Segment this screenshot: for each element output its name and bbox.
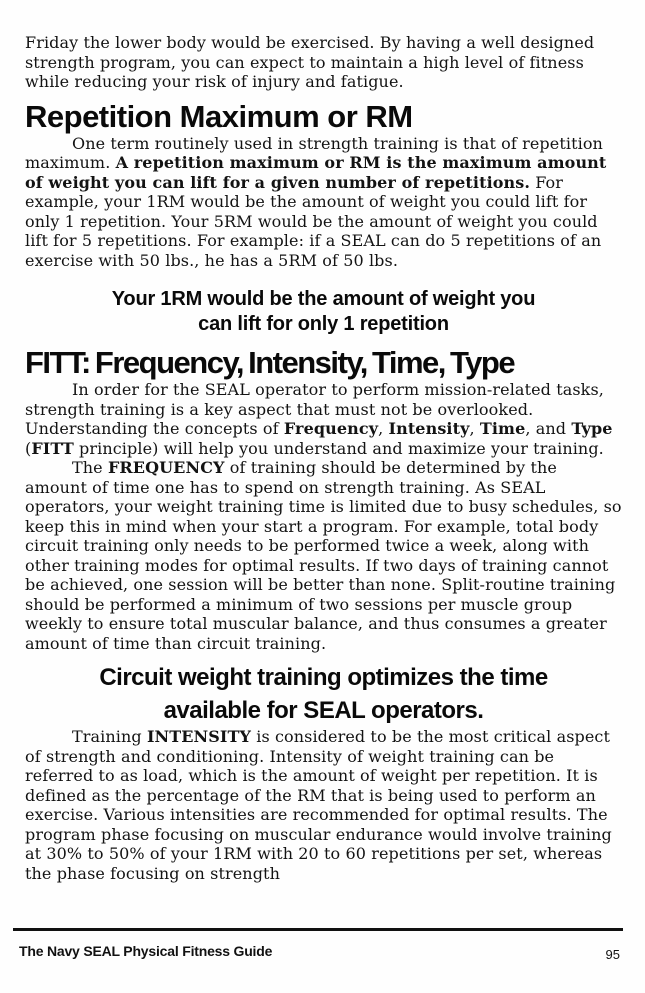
bold-text-run: Frequency	[283, 419, 379, 438]
callout-line: Your 1RM would be the amount of weight y…	[111, 288, 536, 310]
footer-book-title: The Navy SEAL Physical Fitness Guide	[19, 943, 273, 959]
callout-line: can lift for only 1 repetition	[198, 313, 449, 335]
footer-rule	[13, 928, 623, 931]
paragraph-frequency: The FREQUENCY of training should be dete…	[25, 458, 622, 653]
paragraph-fitt-principle: In order for the SEAL operator to perfor…	[25, 380, 622, 458]
heading-fitt: FITT: Frequency, Intensity, Time, Type	[25, 345, 516, 380]
bold-text-run: INTENSITY	[146, 727, 252, 746]
text-run: For example, your 1RM would be the amoun…	[25, 172, 602, 270]
paragraph-repetition-maximum: One term routinely used in strength trai…	[25, 134, 622, 271]
text-run: of training should be determined by the …	[25, 458, 622, 653]
callout-line: Circuit weight training optimizes the ti…	[99, 664, 548, 691]
heading-repetition-maximum: Repetition Maximum or RM	[25, 98, 413, 134]
text-run: ,	[378, 419, 389, 438]
bold-text-run: Intensity	[388, 419, 470, 438]
text-run: Friday the lower body would be exercised…	[25, 33, 595, 91]
text-run: The	[72, 458, 108, 477]
text-run: Training	[72, 727, 147, 746]
text-run: (	[25, 438, 32, 458]
text-run: ,	[469, 419, 480, 438]
callout-circuit-training: Circuit weight training optimizes the ti…	[25, 661, 622, 727]
bold-text-run: FREQUENCY	[107, 458, 225, 477]
text-run: In order for the SEAL operator to perfor…	[25, 380, 604, 438]
bold-text-run: FITT	[31, 438, 74, 458]
text-run: , and	[525, 419, 572, 438]
paragraph-intensity: Training INTENSITY is considered to be t…	[25, 727, 622, 883]
bold-text-run: A repetition maximum or RM is the maximu…	[25, 153, 607, 192]
bold-text-run: Type	[571, 419, 613, 438]
footer-page-number: 95	[605, 947, 620, 962]
bold-text-run: Time	[479, 419, 526, 438]
text-run: is considered to be the most critical as…	[25, 727, 612, 883]
text-run: principle) will help you understand and …	[73, 438, 604, 458]
callout-1rm: Your 1RM would be the amount of weight y…	[25, 287, 622, 337]
paragraph-intro: Friday the lower body would be exercised…	[25, 33, 622, 92]
text-run: One term routinely used in strength trai…	[25, 133, 603, 173]
callout-line: available for SEAL operators.	[163, 697, 484, 724]
